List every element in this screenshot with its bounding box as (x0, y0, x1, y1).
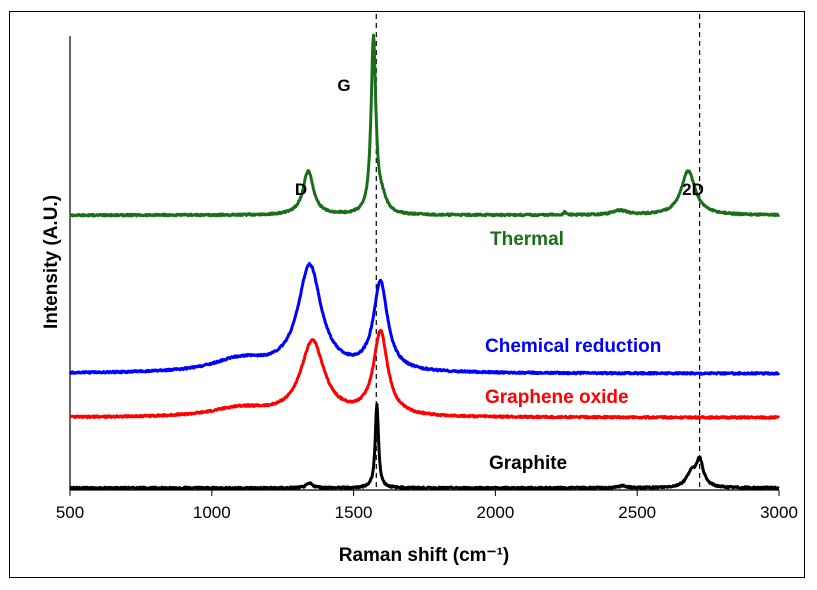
series-line-graphene-oxide (68, 328, 781, 420)
chart-frame (9, 11, 805, 578)
series-line-chemical-reduction (68, 261, 781, 376)
peak-label-g: G (337, 76, 350, 95)
series-label-thermal: Thermal (490, 229, 564, 250)
x-tick-label: 2500 (618, 503, 656, 522)
x-tick-label: 3000 (760, 503, 798, 522)
series-label-chemical-reduction: Chemical reduction (485, 336, 661, 357)
x-ticks: 500 1000 1500 2000 2500 3000 (56, 490, 798, 522)
x-tick-label: 500 (56, 503, 84, 522)
x-axis-title: Raman shift (cm⁻¹) (339, 545, 510, 566)
peak-label-2d: 2D (682, 180, 704, 199)
series-label-graphite: Graphite (489, 453, 567, 474)
series-line-graphite (69, 402, 780, 491)
series-line-thermal (69, 33, 781, 218)
x-tick-label: 1000 (193, 503, 231, 522)
x-tick-label: 2000 (476, 503, 514, 522)
series-layer (68, 33, 781, 491)
x-tick-label: 1500 (335, 503, 373, 522)
peak-label-d: D (295, 180, 307, 199)
series-label-graphene-oxide: Graphene oxide (485, 387, 629, 408)
y-axis-title: Intensity (A.U.) (41, 195, 62, 329)
